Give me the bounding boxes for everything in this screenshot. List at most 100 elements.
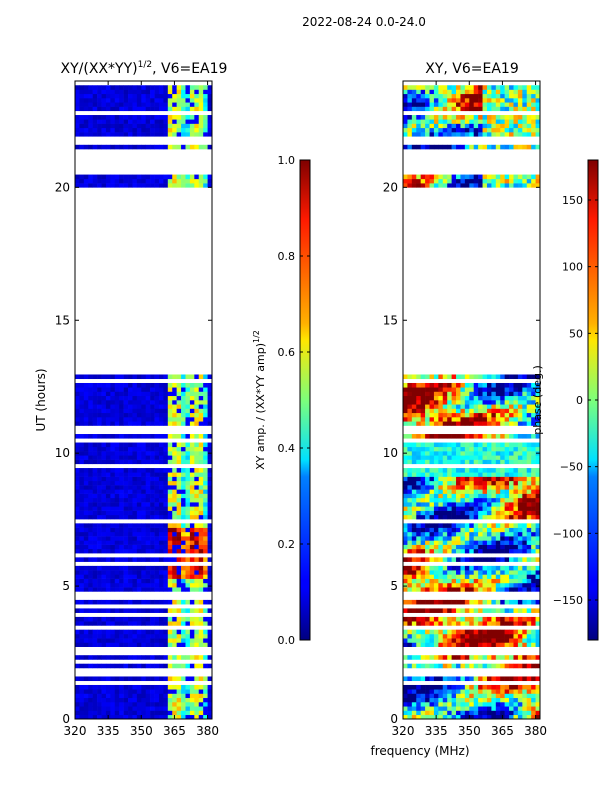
heatmap-cell-L-639 [158,582,164,588]
heatmap-cell-L-1031 [110,514,116,520]
heatmap-cell-R-2141 [411,119,417,124]
heatmap-cell-L-2138 [207,123,212,129]
heatmap-cell-L-1420 [185,459,191,465]
heatmap-cell-L-2050 [92,132,98,137]
heatmap-cell-L-1481 [181,451,186,456]
heatmap-cell-R-1412 [478,459,483,465]
heatmap-cell-L-703 [167,574,173,579]
heatmap-cell-R-2038 [504,144,510,150]
heatmap-cell-L-2244 [128,102,133,107]
heatmap-cell-R-1527 [438,442,444,448]
heatmap-cell-L-1592 [123,421,129,426]
heatmap-cell-L-517 [167,616,173,622]
heatmap-cell-L-1947 [185,183,191,188]
heatmap-cell-L-2079 [83,127,89,133]
heatmap-cell-L-136 [128,697,133,703]
heatmap-cell-L-411 [110,633,116,639]
heatmap-cell-R-238 [495,684,501,690]
heatmap-cell-L-2296 [83,93,89,99]
heatmap-cell-L-164 [114,693,120,699]
heatmap-cell-R-1641 [531,417,536,422]
heatmap-cell-L-1935 [132,183,138,188]
heatmap-cell-R-645 [513,582,519,588]
heatmap-cell-R-1097 [456,506,461,511]
heatmap-cell-L-853 [145,544,151,550]
heatmap-cell-R-2377 [495,85,501,90]
heatmap-cell-L-623 [88,582,93,588]
heatmap-cell-L-559 [79,599,85,605]
heatmap-cell-L-1099 [136,506,142,511]
heatmap-cell-R-2180 [447,115,452,120]
heatmap-cell-L-933 [88,531,93,537]
heatmap-cell-R-167 [456,693,461,699]
heatmap-cell-R-1023 [403,514,408,520]
heatmap-cell-L-2190 [163,115,169,120]
heatmap-cell-L-431 [198,633,204,639]
heatmap-cell-L-782 [105,557,111,562]
heatmap-cell-L-837 [75,544,80,550]
heatmap-cell-L-1923 [79,183,85,188]
heatmap-cell-L-1285 [136,480,142,486]
heatmap-cell-R-661 [447,578,452,584]
heatmap-cell-R-1584 [416,421,421,426]
heatmap-cell-R-74 [456,706,461,711]
heatmap-cell-L-2302 [110,93,116,99]
heatmap-cell-L-2188 [154,115,160,120]
heatmap-cell-L-1021 [203,523,208,528]
heatmap-cell-L-1644 [79,412,85,418]
heatmap-cell-L-593 [92,587,98,592]
heatmap-cell-R-782 [433,557,439,562]
heatmap-cell-R-2193 [504,115,510,120]
heatmap-cell-R-652 [407,578,413,584]
heatmap-cell-R-164 [442,693,448,699]
heatmap-cell-R-480 [469,621,475,626]
heatmap-cell-R-47 [473,710,479,716]
heatmap-cell-L-905 [101,536,107,541]
heatmap-cell-L-217 [75,684,80,690]
heatmap-cell-R-1817 [486,391,492,397]
heatmap-cell-L-2142 [88,119,93,124]
heatmap-cell-R-2347 [500,89,505,95]
heatmap-cell-R-244 [522,684,528,690]
left-colorbar-ticks: 0.00.20.40.60.81.0 [278,154,310,647]
heatmap-cell-R-717 [420,570,426,575]
heatmap-cell-R-677 [517,578,523,584]
heatmap-cell-L-1191 [132,493,138,499]
heatmap-cell-R-1150 [416,497,421,503]
heatmap-cell-L-1549 [207,442,212,448]
heatmap-cell-L-2344 [158,89,164,95]
heatmap-cell-L-1177 [207,497,212,503]
heatmap-cell-L-401 [203,638,208,643]
heatmap-cell-L-1843 [136,387,142,392]
heatmap-cell-R-1648 [425,412,430,418]
heatmap-cell-R-1646 [416,412,421,418]
heatmap-cell-L-1515 [194,446,200,452]
heatmap-cell-R-2056 [447,132,452,137]
heatmap-cell-L-1597 [145,421,151,426]
heatmap-cell-L-1286 [141,480,147,486]
heatmap-cell-L-2147 [110,119,116,124]
heatmap-cell-L-1467 [119,451,124,456]
heatmap-cell-L-416 [132,633,138,639]
heatmap-cell-L-1425 [207,459,212,465]
heatmap-cell-L-1161 [136,497,142,503]
heatmap-cell-L-996 [92,523,98,528]
heatmap-cell-L-169 [136,693,142,699]
heatmap-cell-R-1142 [517,502,523,507]
heatmap-cell-R-112 [486,701,492,707]
heatmap-cell-R-2341 [473,89,479,95]
heatmap-cell-R-1191 [460,493,466,499]
heatmap-cell-L-2374 [154,85,160,90]
heatmap-cell-L-451 [150,629,155,635]
heatmap-cell-R-1111 [517,506,523,511]
heatmap-cell-L-417 [136,633,142,639]
heatmap-cell-R-415 [456,633,461,639]
heatmap-cell-R-137 [460,697,466,703]
heatmap-cell-R-1682 [438,408,444,414]
heatmap-cell-L-776 [79,557,85,562]
heatmap-cell-L-2383 [194,85,200,90]
heatmap-cell-L-462 [198,629,204,635]
heatmap-cell-R-1717 [456,404,461,409]
heatmap-cell-R-1557 [433,434,439,439]
